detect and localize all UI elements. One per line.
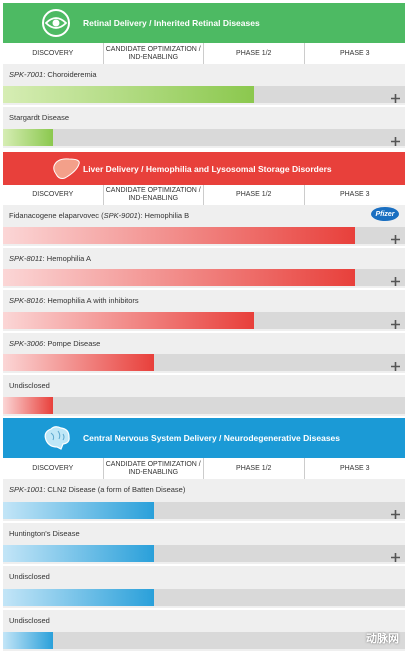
program-label: Undisclosed	[9, 616, 50, 625]
label-part: : Choroideremia	[43, 70, 97, 79]
watermark: 动脉网	[366, 633, 399, 645]
label-part: SPK-8016	[9, 296, 44, 306]
phase-header: CANDIDATE OPTIMIZATION / IND-ENABLING	[104, 185, 204, 205]
plus-icon	[391, 509, 400, 519]
program-row: SPK-7001: Choroideremia	[3, 64, 405, 105]
label-part: SPK-8011	[9, 253, 43, 263]
section-icon	[44, 426, 70, 450]
progress-bar	[3, 354, 154, 372]
program-label: SPK-8016: Hemophilia A with inhibitors	[9, 296, 139, 305]
section-header: Liver Delivery / Hemophilia and Lysosoma…	[3, 152, 405, 185]
progress-bar	[3, 545, 154, 562]
program-row: Undisclosed	[3, 566, 405, 608]
label-part: SPK-3006	[9, 338, 44, 348]
expand-button[interactable]	[391, 549, 400, 562]
progress-bar	[3, 501, 154, 519]
section-title: Retinal Delivery / Inherited Retinal Dis…	[83, 18, 260, 28]
label-part: SPK-9001	[103, 211, 138, 220]
program-label: SPK-7001: Choroideremia	[9, 70, 97, 79]
program-row: Fidanacogene elaparvovec (SPK-9001): Hem…	[3, 205, 405, 246]
plus-icon	[391, 319, 400, 329]
label-part: SPK-7001	[9, 70, 44, 79]
program-label: Undisclosed	[9, 381, 50, 390]
program-label: Fidanacogene elaparvovec (SPK-9001): Hem…	[9, 211, 189, 220]
program-row: SPK-1001: CLN2 Disease (a form of Batten…	[3, 479, 405, 521]
plus-icon	[391, 234, 400, 244]
expand-button[interactable]	[391, 90, 400, 103]
section-header: Retinal Delivery / Inherited Retinal Dis…	[3, 3, 405, 43]
progress-bar	[3, 226, 355, 244]
progress-bar	[3, 311, 255, 329]
label-part: ): Hemophilia B	[137, 211, 190, 220]
label-part: Stargardt Disease	[9, 113, 70, 122]
label-part: : Hemophilia A	[42, 253, 91, 263]
section-title: Liver Delivery / Hemophilia and Lysosoma…	[83, 163, 332, 174]
program-label: SPK-3006: Pompe Disease	[9, 339, 100, 348]
expand-button[interactable]	[391, 133, 400, 146]
section-icon	[53, 157, 80, 179]
label-part: Undisclosed	[9, 615, 50, 625]
label-part: SPK-1001	[9, 485, 44, 494]
label-part: : Pompe Disease	[43, 338, 101, 348]
phase-header: PHASE 3	[339, 464, 370, 472]
program-label: SPK-8011: Hemophilia A	[9, 254, 91, 263]
phase-header: PHASE 1/2	[204, 43, 305, 64]
plus-icon	[391, 362, 400, 372]
phase-header: CANDIDATE OPTIMIZATION / IND-ENABLING	[104, 458, 204, 479]
progress-track	[3, 129, 405, 146]
phase-header: PHASE 1/2	[204, 458, 305, 479]
section-icon	[42, 9, 70, 37]
label-part: Undisclosed	[9, 572, 50, 581]
label-part: Huntington's Disease	[9, 528, 80, 538]
plus-icon	[391, 553, 400, 562]
program-label: SPK-1001: CLN2 Disease (a form of Batten…	[9, 485, 185, 494]
expand-button[interactable]	[391, 231, 400, 244]
progress-track	[3, 396, 405, 414]
phase-header: PHASE 1/2	[204, 185, 305, 205]
progress-bar	[3, 129, 54, 146]
program-row: Undisclosed	[3, 375, 405, 416]
program-row: SPK-3006: Pompe Disease	[3, 332, 405, 374]
expand-button[interactable]	[391, 273, 400, 287]
program-label: Stargardt Disease	[9, 113, 69, 122]
progress-track	[3, 632, 405, 649]
phase-header: DISCOVERY	[3, 458, 104, 479]
section-title: Central Nervous System Delivery / Neurod…	[83, 433, 341, 443]
plus-icon	[391, 137, 400, 146]
label-part: : Hemophilia A with inhibitors	[43, 296, 139, 306]
program-row: Huntington's Disease	[3, 522, 405, 564]
program-row: SPK-8011: Hemophilia A	[3, 247, 405, 289]
progress-bar	[3, 269, 355, 287]
progress-bar	[3, 396, 54, 414]
expand-button[interactable]	[391, 506, 400, 519]
program-row: SPK-8016: Hemophilia A with inhibitors	[3, 290, 405, 331]
program-label: Huntington's Disease	[9, 529, 80, 538]
phase-header: PHASE 3	[339, 49, 370, 57]
program-row: Stargardt Disease	[3, 107, 405, 148]
phase-header: CANDIDATE OPTIMIZATION / IND-ENABLING	[104, 43, 204, 64]
partner-logo: Pfizer	[371, 207, 399, 221]
plus-icon	[391, 94, 400, 103]
expand-button[interactable]	[391, 316, 400, 329]
progress-bar	[3, 588, 154, 606]
label-part: Undisclosed	[9, 381, 50, 391]
program-label: Undisclosed	[9, 572, 50, 581]
progress-bar	[3, 86, 255, 103]
phase-header: PHASE 3	[339, 191, 370, 198]
phase-header: DISCOVERY	[3, 185, 104, 205]
label-part: Fidanacogene elaparvovec (	[9, 211, 104, 220]
label-part: : CLN2 Disease (a form of Batten Disease…	[43, 485, 186, 494]
phase-header: DISCOVERY	[3, 43, 104, 64]
program-row: Undisclosed	[3, 609, 405, 651]
expand-button[interactable]	[391, 358, 400, 372]
plus-icon	[391, 277, 400, 287]
progress-bar	[3, 632, 54, 649]
section-header: Central Nervous System Delivery / Neurod…	[3, 418, 405, 458]
